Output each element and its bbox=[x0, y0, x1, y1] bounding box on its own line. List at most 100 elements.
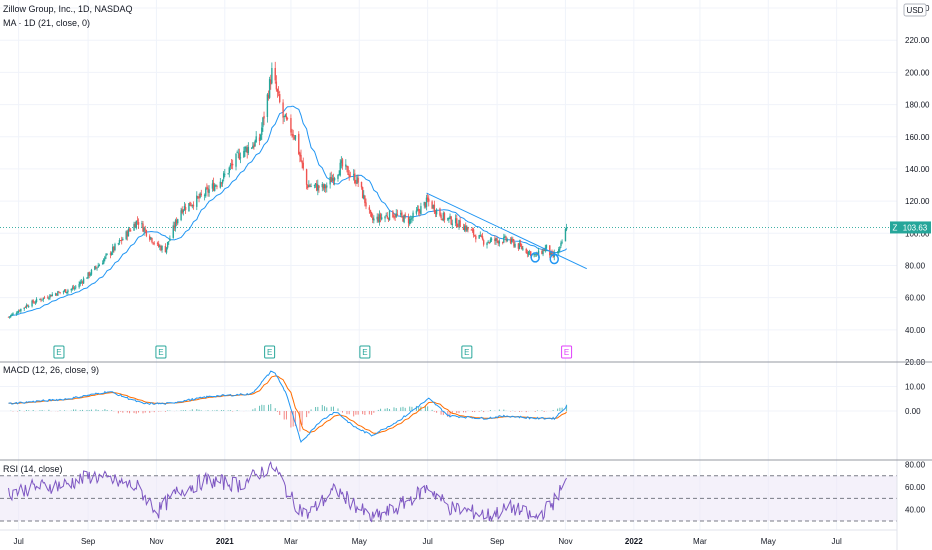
candle[interactable] bbox=[181, 206, 183, 215]
candle[interactable] bbox=[54, 292, 57, 297]
candle[interactable] bbox=[279, 90, 281, 104]
candle[interactable] bbox=[214, 183, 216, 192]
candle[interactable] bbox=[415, 207, 418, 216]
candle[interactable] bbox=[31, 299, 33, 308]
candle[interactable] bbox=[475, 234, 477, 243]
candle[interactable] bbox=[403, 214, 405, 224]
candle[interactable] bbox=[395, 209, 397, 218]
candle[interactable] bbox=[550, 252, 552, 256]
candle[interactable] bbox=[157, 240, 160, 248]
candle[interactable] bbox=[354, 169, 356, 185]
candle[interactable] bbox=[159, 244, 161, 251]
candle[interactable] bbox=[480, 234, 483, 238]
candle[interactable] bbox=[489, 237, 492, 244]
candle[interactable] bbox=[189, 201, 191, 206]
candle[interactable] bbox=[197, 196, 199, 199]
rsi-line[interactable] bbox=[8, 460, 568, 523]
candle[interactable] bbox=[212, 177, 215, 192]
candle[interactable] bbox=[219, 177, 222, 189]
candle[interactable] bbox=[393, 214, 395, 220]
candle[interactable] bbox=[50, 294, 52, 297]
candle[interactable] bbox=[457, 223, 459, 228]
candle[interactable] bbox=[517, 242, 520, 251]
candle[interactable] bbox=[521, 243, 523, 250]
candle[interactable] bbox=[321, 182, 323, 192]
candle[interactable] bbox=[310, 183, 312, 188]
candle[interactable] bbox=[229, 162, 232, 171]
candle[interactable] bbox=[411, 216, 413, 223]
candle[interactable] bbox=[407, 213, 410, 228]
candle[interactable] bbox=[299, 151, 301, 163]
candle[interactable] bbox=[339, 159, 341, 177]
candle[interactable] bbox=[290, 114, 292, 136]
candle[interactable] bbox=[384, 215, 386, 223]
candle[interactable] bbox=[200, 189, 202, 197]
candle[interactable] bbox=[293, 135, 295, 141]
candle[interactable] bbox=[20, 308, 22, 314]
candle[interactable] bbox=[262, 116, 264, 132]
candle[interactable] bbox=[47, 295, 49, 299]
candle[interactable] bbox=[81, 280, 84, 286]
candle[interactable] bbox=[467, 226, 469, 233]
candle[interactable] bbox=[329, 172, 331, 189]
candle[interactable] bbox=[534, 253, 536, 257]
candle[interactable] bbox=[301, 160, 303, 169]
candle[interactable] bbox=[40, 297, 42, 303]
candle[interactable] bbox=[286, 117, 289, 121]
candle[interactable] bbox=[388, 210, 391, 221]
candle[interactable] bbox=[505, 235, 507, 243]
candle[interactable] bbox=[222, 171, 225, 182]
candle[interactable] bbox=[434, 209, 437, 218]
candle[interactable] bbox=[503, 233, 505, 244]
candle[interactable] bbox=[368, 205, 371, 214]
candle[interactable] bbox=[360, 181, 363, 190]
candle[interactable] bbox=[183, 201, 186, 211]
candle[interactable] bbox=[220, 182, 223, 187]
candle[interactable] bbox=[26, 304, 29, 307]
candle[interactable] bbox=[136, 216, 139, 225]
candle[interactable] bbox=[34, 300, 37, 305]
candle[interactable] bbox=[432, 204, 434, 210]
candle[interactable] bbox=[478, 234, 480, 239]
candle[interactable] bbox=[216, 184, 218, 190]
candle[interactable] bbox=[463, 224, 466, 232]
candle[interactable] bbox=[98, 263, 100, 267]
candle[interactable] bbox=[145, 229, 148, 238]
candle[interactable] bbox=[23, 307, 25, 312]
candle[interactable] bbox=[247, 142, 250, 156]
candle[interactable] bbox=[87, 272, 89, 280]
candle[interactable] bbox=[504, 234, 506, 238]
candle[interactable] bbox=[283, 115, 285, 122]
candle[interactable] bbox=[561, 239, 563, 245]
candle[interactable] bbox=[208, 185, 210, 197]
candle[interactable] bbox=[199, 192, 201, 199]
candle[interactable] bbox=[95, 265, 97, 270]
candle[interactable] bbox=[224, 168, 226, 178]
candle[interactable] bbox=[125, 230, 127, 241]
candle[interactable] bbox=[494, 235, 496, 245]
candle[interactable] bbox=[250, 147, 253, 150]
candle[interactable] bbox=[8, 316, 11, 319]
candle[interactable] bbox=[277, 86, 280, 97]
candle[interactable] bbox=[402, 215, 404, 222]
candle[interactable] bbox=[62, 290, 65, 295]
candle[interactable] bbox=[346, 165, 348, 173]
candle[interactable] bbox=[203, 193, 206, 201]
candle[interactable] bbox=[72, 284, 75, 290]
candle[interactable] bbox=[236, 150, 238, 153]
candle[interactable] bbox=[449, 213, 451, 220]
candle[interactable] bbox=[378, 210, 381, 226]
candle[interactable] bbox=[309, 183, 311, 188]
candle[interactable] bbox=[443, 211, 446, 223]
candle[interactable] bbox=[369, 209, 372, 217]
candle[interactable] bbox=[410, 215, 412, 224]
candle[interactable] bbox=[447, 217, 449, 222]
candle[interactable] bbox=[454, 214, 457, 227]
candle[interactable] bbox=[137, 218, 140, 230]
candle[interactable] bbox=[396, 209, 399, 217]
candle[interactable] bbox=[349, 171, 352, 178]
candle[interactable] bbox=[417, 205, 420, 216]
candle[interactable] bbox=[331, 174, 334, 182]
candle[interactable] bbox=[168, 241, 170, 245]
candle[interactable] bbox=[35, 297, 38, 304]
